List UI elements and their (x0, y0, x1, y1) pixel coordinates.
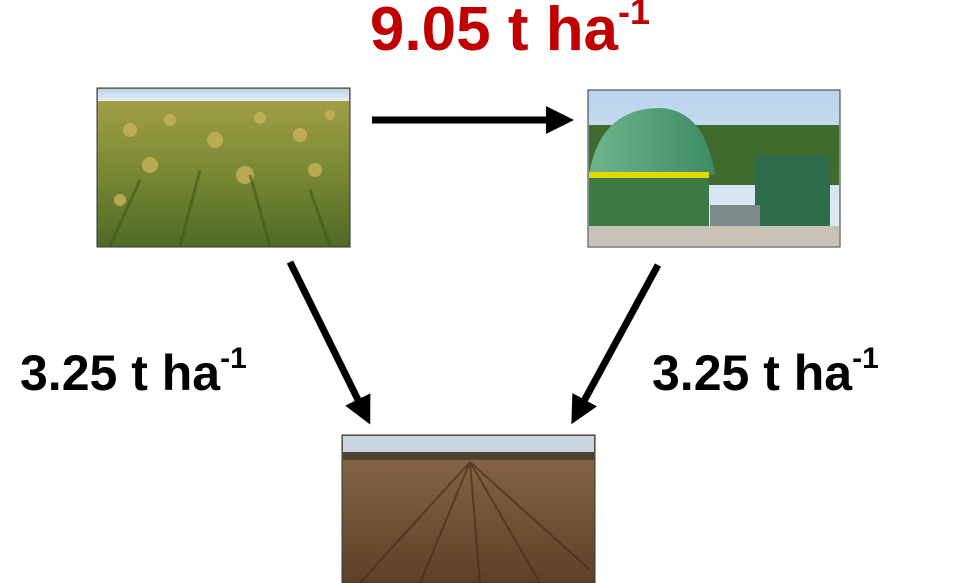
label-superscript: -1 (220, 342, 247, 375)
arrow (290, 262, 364, 412)
sorghum-image (97, 88, 350, 247)
field-image (342, 435, 595, 583)
label-superscript: -1 (852, 342, 879, 375)
diagram: 9.05 t ha-1 3.25 t ha-1 3.25 t ha-1 (0, 0, 954, 583)
left-label: 3.25 t ha-1 (20, 342, 247, 401)
top-label: 9.05 t ha-1 (370, 0, 650, 64)
label-superscript: -1 (618, 0, 650, 32)
label-text: 3.25 t ha (20, 345, 221, 401)
right-label: 3.25 t ha-1 (652, 342, 879, 401)
biogas-image (588, 90, 840, 247)
label-text: 9.05 t ha (370, 0, 619, 64)
arrow (578, 265, 658, 412)
label-text: 3.25 t ha (652, 345, 853, 401)
